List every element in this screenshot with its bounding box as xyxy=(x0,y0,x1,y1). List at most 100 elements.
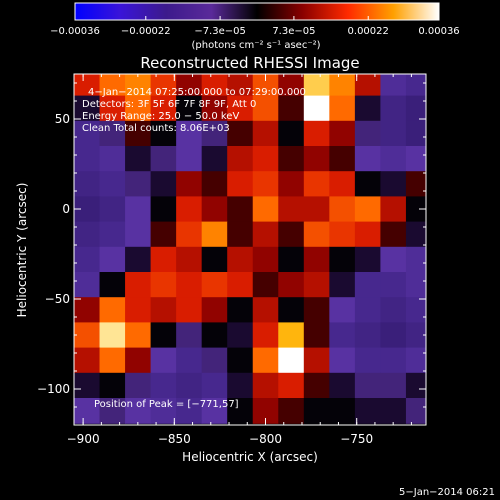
image-cell xyxy=(303,347,330,374)
image-cell xyxy=(125,322,152,349)
image-cell xyxy=(74,221,101,248)
image-cell xyxy=(278,196,305,223)
image-cell xyxy=(99,171,126,197)
image-cell xyxy=(252,196,279,223)
image-cell xyxy=(125,398,152,424)
image-cell xyxy=(354,120,382,147)
info-clean: Clean Total counts: 8.06E+03 xyxy=(82,123,230,134)
image-cell xyxy=(74,171,101,197)
image-cell xyxy=(380,322,407,349)
image-cell xyxy=(201,171,228,197)
image-cell xyxy=(380,272,407,298)
image-cell xyxy=(405,372,426,399)
image-cell xyxy=(176,347,203,374)
image-cell xyxy=(405,221,426,248)
image-cell xyxy=(74,246,101,273)
image-cell xyxy=(380,246,407,273)
image-cell xyxy=(176,95,203,122)
y-tick-label: 50 xyxy=(55,112,70,126)
image-cell xyxy=(125,272,152,298)
image-cell xyxy=(278,322,305,349)
image-cell xyxy=(201,272,228,298)
image-cell xyxy=(227,372,254,399)
image-cell xyxy=(125,221,152,248)
image-cell xyxy=(252,120,279,147)
image-cell xyxy=(227,347,254,374)
image-cell xyxy=(252,347,279,374)
image-cell xyxy=(74,272,101,298)
image-cell xyxy=(252,74,279,97)
image-cell xyxy=(150,347,177,374)
image-cell xyxy=(303,196,330,223)
image-cell xyxy=(278,246,305,273)
image-cell xyxy=(99,120,126,147)
image-cell xyxy=(303,372,330,399)
image-cell xyxy=(99,146,126,172)
image-cell xyxy=(405,272,426,298)
image-cell xyxy=(227,146,254,172)
image-cell xyxy=(380,196,407,223)
image-cell xyxy=(125,120,152,147)
image-cell xyxy=(278,74,305,97)
colorbar-tick-label: 0.00022 xyxy=(348,26,389,37)
image-cell xyxy=(354,95,382,122)
image-cell xyxy=(201,146,228,172)
image-cell xyxy=(99,372,126,399)
image-cell xyxy=(405,120,426,147)
image-cell xyxy=(329,95,356,122)
image-cell xyxy=(354,146,382,172)
image-cell xyxy=(227,246,254,273)
image-cell xyxy=(278,146,305,172)
image-cell xyxy=(201,95,228,122)
image-cell xyxy=(176,398,203,424)
image-cell xyxy=(405,171,426,197)
image-cell xyxy=(380,120,407,147)
image-cell xyxy=(74,297,101,323)
colorbar-ticks: −0.00036 −0.00022 −7.3e−05 7.3e−05 0.00022 0.… xyxy=(50,16,460,37)
image-cell xyxy=(227,322,254,349)
image-cell xyxy=(125,74,152,97)
image-cell xyxy=(405,246,426,273)
image-cell xyxy=(252,171,279,197)
image-cell xyxy=(74,146,101,172)
image-cell xyxy=(99,196,126,223)
image-cell xyxy=(252,272,279,298)
image-cell xyxy=(176,146,203,172)
image-cell xyxy=(99,297,126,323)
image-cell xyxy=(278,347,305,374)
image-cell xyxy=(227,171,254,197)
image-cell xyxy=(405,146,426,172)
image-cell xyxy=(176,297,203,323)
x-axis-ticks: −900 −850 −800 −750 xyxy=(67,74,412,446)
image-cell xyxy=(329,347,356,374)
image-cell xyxy=(74,398,101,424)
image-cell xyxy=(303,322,330,349)
plot-frame xyxy=(73,73,427,426)
image-cell xyxy=(150,196,177,223)
image-cell xyxy=(303,221,330,248)
image-cell xyxy=(125,372,152,399)
image-cell xyxy=(278,272,305,298)
y-axis-ticks: −100 −50 0 50 xyxy=(37,82,426,426)
y-tick-label: −50 xyxy=(45,292,70,306)
image-cell xyxy=(329,171,356,197)
image-cell xyxy=(176,171,203,197)
image-cell xyxy=(150,221,177,248)
image-cell xyxy=(201,246,228,273)
image-cell xyxy=(380,347,407,374)
image-cell xyxy=(354,347,382,374)
image-cell xyxy=(354,297,382,323)
image-cell xyxy=(380,95,407,122)
image-cell xyxy=(150,272,177,298)
image-cell xyxy=(405,297,426,323)
image-cell xyxy=(303,171,330,197)
image-cell xyxy=(99,74,126,97)
image-cell xyxy=(74,120,101,147)
image-cell xyxy=(380,372,407,399)
image-cell xyxy=(380,146,407,172)
image-cell xyxy=(99,322,126,349)
image-cell xyxy=(278,95,305,122)
image-cell xyxy=(150,120,177,147)
image-cell xyxy=(354,322,382,349)
